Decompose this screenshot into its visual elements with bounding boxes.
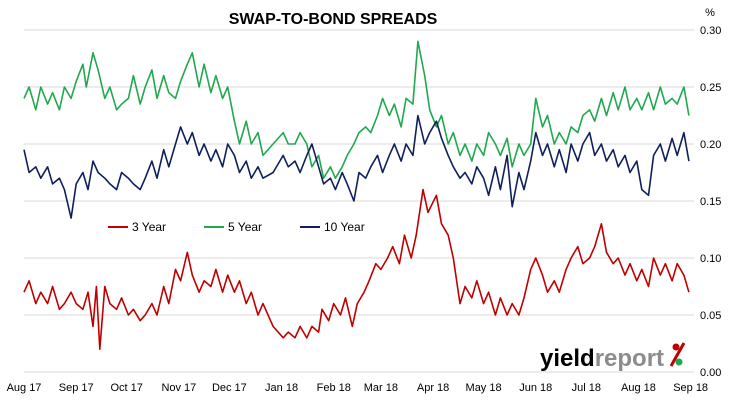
series-line-5-year [23,40,690,179]
y-tick-label: 0.15 [700,196,721,208]
y-tick-label: 0.10 [700,253,721,265]
x-axis-ticks: Aug 17 Sep 17 Oct 17 Nov 17 Dec 17 Jan 18 Feb … [7,382,709,394]
percent-symbol-icon [669,342,686,367]
x-tick-label: Aug 18 [621,382,656,394]
yieldreport-logo: yieldreport [540,342,686,372]
x-tick-label: Nov 17 [161,382,196,394]
brand-part1: yield [540,345,595,372]
series-line-3-year [23,188,690,351]
y-tick-label: 0.00 [700,367,721,379]
x-tick-label: Jan 18 [265,382,298,394]
y-tick-label: 0.30 [700,25,721,37]
x-tick-label: Sep 18 [673,382,708,394]
chart-title: SWAP-TO-BOND SPREADS [229,11,438,28]
svg-text:yieldreport: yieldreport [540,345,664,372]
legend-label: 3 Year [132,220,166,234]
x-tick-label: Mar 18 [364,382,398,394]
x-tick-label: Jul 18 [572,382,601,394]
percent-dot-bottom [675,358,683,366]
legend: 3 Year 5 Year 10 Year [108,220,365,234]
y-axis-ticks: 0.00 0.05 0.10 0.15 0.20 0.25 0.30 [700,25,721,379]
percent-dot-top [672,343,680,351]
x-tick-label: Sep 17 [59,382,94,394]
brand-part2: report [595,345,664,372]
x-tick-label: May 18 [466,382,502,394]
y-tick-label: 0.25 [700,82,721,94]
x-tick-label: Apr 18 [417,382,449,394]
y-axis-unit: % [705,7,715,19]
x-tick-label: Aug 17 [7,382,42,394]
x-tick-label: Feb 18 [317,382,351,394]
percent-slash [669,342,686,367]
x-tick-label: Oct 17 [110,382,142,394]
x-tick-label: Jun 18 [519,382,552,394]
y-tick-label: 0.05 [700,310,721,322]
series-line-10-year [23,114,690,219]
x-tick-label: Dec 17 [212,382,247,394]
y-tick-label: 0.20 [700,139,721,151]
legend-label: 5 Year [228,220,262,234]
grid-lines [24,29,694,373]
series-lines [23,40,690,351]
legend-label: 10 Year [324,220,365,234]
